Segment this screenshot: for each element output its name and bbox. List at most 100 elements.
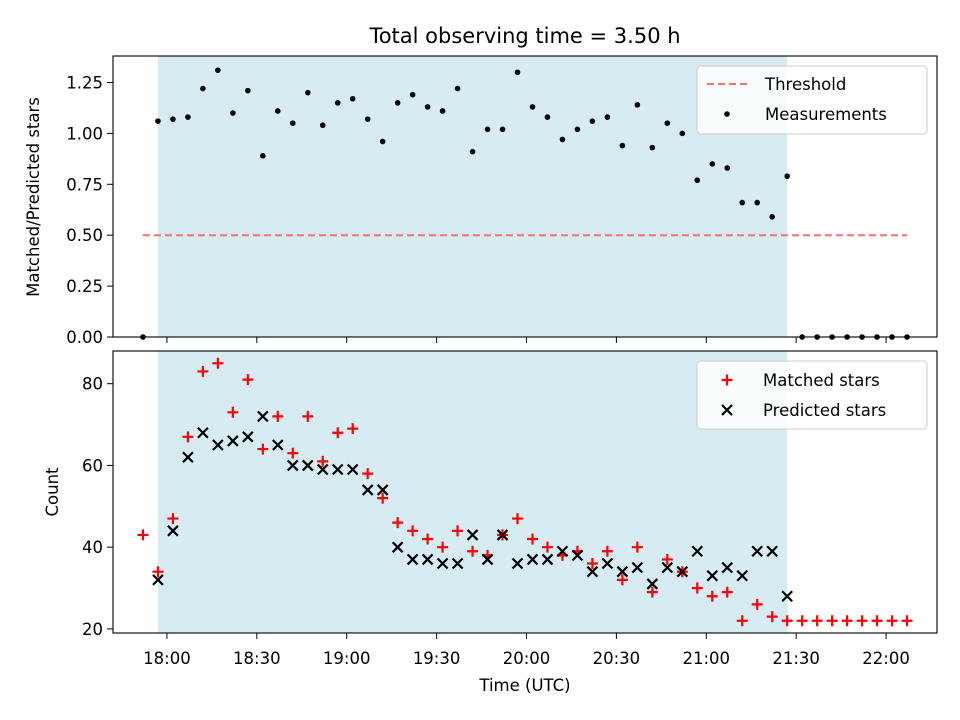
matched-star-point xyxy=(526,533,538,545)
measurement-point xyxy=(499,126,506,133)
x-tick-label: 19:30 xyxy=(413,649,461,668)
predicted-star-point xyxy=(227,435,239,447)
predicted-star-point xyxy=(391,541,404,553)
matched-star-point xyxy=(601,545,613,557)
measurement-point xyxy=(679,130,686,137)
x-tick-label: 19:00 xyxy=(323,649,371,668)
top-observing-window xyxy=(157,56,788,337)
predicted-star-point xyxy=(197,426,209,439)
measurement-point xyxy=(769,214,775,220)
predicted-star-point xyxy=(257,410,269,423)
predicted-star-point xyxy=(421,553,434,566)
top-y-tick-label: 1.00 xyxy=(66,124,103,143)
measurement-point xyxy=(694,177,701,184)
measurement-point xyxy=(349,95,356,102)
predicted-star-point xyxy=(751,545,763,558)
measurement-point xyxy=(739,199,746,206)
matched-star-point xyxy=(766,611,778,623)
predicted-star-point xyxy=(556,545,569,558)
matched-star-point xyxy=(721,586,733,598)
matched-star-point xyxy=(182,431,194,443)
matched-star-point xyxy=(512,513,524,525)
measurement-point xyxy=(364,116,371,122)
matched-star-point xyxy=(826,615,838,627)
bottom-y-axis-label: Count xyxy=(43,467,62,517)
matched-star-point xyxy=(422,533,434,545)
matched-star-point xyxy=(167,513,179,525)
matched-star-point xyxy=(586,558,598,570)
measurement-point xyxy=(289,120,296,126)
measurement-point xyxy=(484,126,491,133)
x-tick-label: 21:30 xyxy=(772,649,820,668)
measurement-point xyxy=(439,108,446,114)
legend-matched-swatch xyxy=(721,374,733,386)
matched-star-point xyxy=(347,423,359,435)
matched-star-point xyxy=(646,586,658,598)
legend-matched-label: Matched stars xyxy=(763,371,880,390)
measurement-point xyxy=(170,116,176,122)
predicted-star-point xyxy=(451,557,464,570)
measurement-point xyxy=(634,102,641,108)
measurement-point xyxy=(724,165,731,171)
predicted-star-point xyxy=(376,484,389,496)
top-y-tick-label: 0.75 xyxy=(66,175,103,194)
predicted-star-point xyxy=(406,553,419,566)
measurement-point xyxy=(245,87,251,94)
top-legend-box xyxy=(696,65,928,135)
predicted-star-point xyxy=(676,565,689,578)
top-y-tick-label: 1.25 xyxy=(66,73,103,92)
top-panel: 0.00 0.25 0.50 0.75 1.00 1.25 Threshold Measure… xyxy=(66,55,938,347)
measurement-point xyxy=(604,114,611,120)
measurement-point xyxy=(409,91,416,98)
predicted-star-point xyxy=(481,553,494,566)
matched-star-point xyxy=(332,427,344,439)
bottom-panel: 20 40 60 80 18:00 18:30 19:00 19:30 20:00 20:30 21… xyxy=(82,350,938,668)
bottom-y-tick-label: 20 xyxy=(82,620,103,639)
matched-star-point xyxy=(871,615,883,627)
predicted-star-point xyxy=(661,561,674,574)
predicted-star-point xyxy=(616,565,629,578)
bottom-observing-window xyxy=(157,351,788,633)
matched-star-point xyxy=(796,615,808,627)
matched-star-point xyxy=(242,374,254,386)
predicted-star-point xyxy=(346,463,359,476)
predicted-star-point xyxy=(601,557,614,570)
predicted-star-point xyxy=(646,578,659,590)
measurement-point xyxy=(754,199,761,206)
matched-star-point xyxy=(841,615,853,627)
measurement-point xyxy=(185,114,191,120)
legend-threshold-label: Threshold xyxy=(764,75,846,94)
chart-title: Total observing time = 3.50 h xyxy=(368,24,680,48)
matched-star-point xyxy=(856,615,868,627)
matched-star-point xyxy=(287,447,299,459)
matched-star-point xyxy=(197,365,209,377)
matched-star-point xyxy=(317,455,329,467)
bottom-y-tick-label: 40 xyxy=(82,538,103,557)
bottom-y-tick-label: 80 xyxy=(82,375,103,394)
measurement-point xyxy=(304,89,311,96)
predicted-star-point xyxy=(466,529,479,541)
legend-measurements-label: Measurements xyxy=(765,105,887,124)
legend-predicted-swatch xyxy=(721,404,733,416)
measurement-point xyxy=(469,148,476,155)
measurement-point xyxy=(544,114,551,120)
measurement-point xyxy=(215,67,221,74)
x-tick-label: 20:30 xyxy=(593,649,641,668)
predicted-star-point xyxy=(781,590,793,602)
measurement-point xyxy=(379,138,386,145)
matched-star-point xyxy=(901,615,913,627)
x-tick-label: 22:00 xyxy=(862,649,910,668)
matched-star-point xyxy=(661,553,673,565)
bottom-axes-frame xyxy=(112,350,938,634)
predicted-star-point xyxy=(272,439,284,451)
matched-star-point xyxy=(152,566,164,578)
measurement-point xyxy=(260,152,266,159)
matched-star-point xyxy=(362,468,374,480)
measurement-point xyxy=(230,110,236,116)
measurement-point xyxy=(589,118,596,124)
legend-predicted-label: Predicted stars xyxy=(763,401,886,420)
top-y-tick-label: 0.25 xyxy=(66,277,103,296)
matched-star-point xyxy=(227,406,239,418)
predicted-star-point xyxy=(287,459,299,472)
predicted-star-point xyxy=(631,561,644,574)
